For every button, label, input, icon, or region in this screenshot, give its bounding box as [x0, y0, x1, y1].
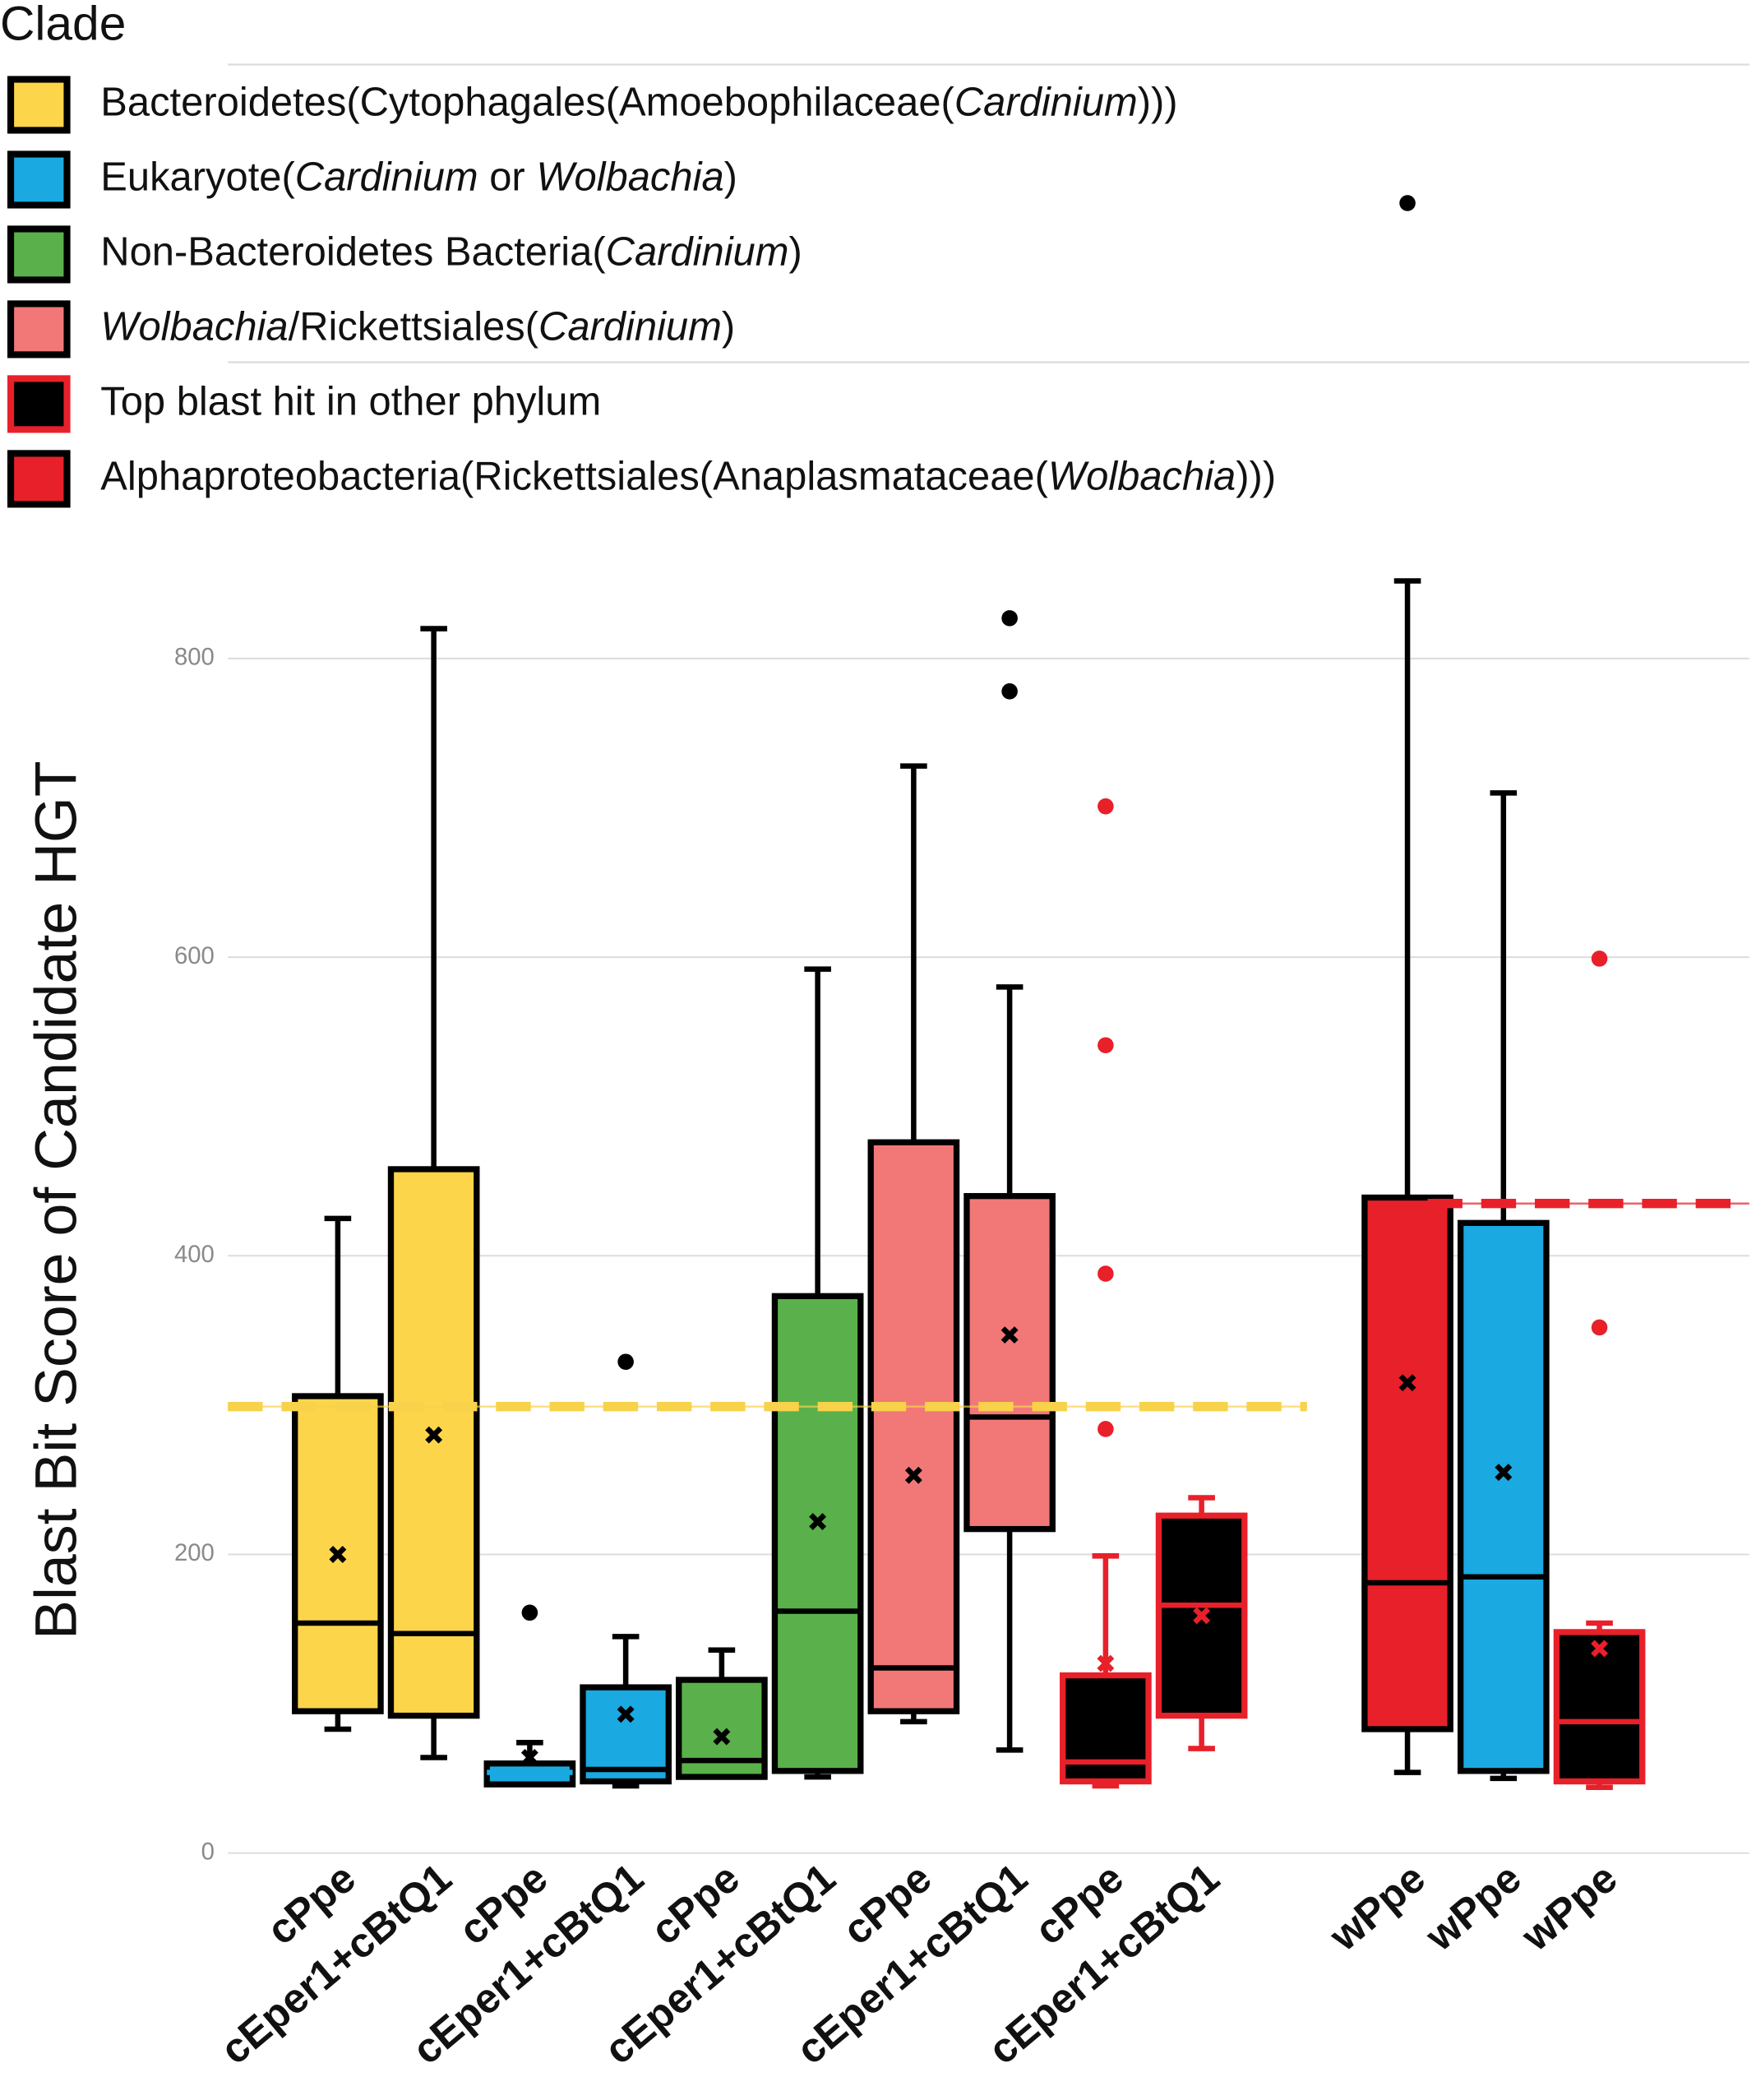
legend-swatch [7, 150, 71, 209]
legend-swatch [7, 76, 71, 134]
legend-label-part: ))) [1236, 454, 1276, 498]
legend-label-part: Alphaproteobacteria(Rickettsiales(Anapla… [100, 454, 1048, 498]
legend-label-part: /Rickettsiales( [289, 304, 538, 349]
y-tick-label: 400 [174, 1241, 215, 1268]
legend-swatch [7, 300, 71, 358]
box [1361, 1194, 1453, 1732]
legend-label: Alphaproteobacteria(Rickettsiales(Anapla… [100, 454, 1276, 498]
legend-label-part: Cardinium [954, 80, 1138, 124]
legend-label: Wolbachia/Rickettsiales(Cardinium) [100, 304, 735, 349]
legend-label-part: Non-Bacteroidetes Bacteria( [100, 229, 605, 274]
legend-label-part: Cardinium [538, 304, 722, 349]
legend-swatch [7, 375, 71, 433]
mean-marker-stroke [1193, 1607, 1211, 1625]
outlier [1001, 610, 1018, 627]
legend-label-part: Cardinium [606, 229, 789, 274]
mean-marker [904, 1466, 922, 1484]
legend-label: Bacteroidetes(Cytophagales(Amoebophilace… [100, 80, 1177, 124]
outlier [1098, 1037, 1114, 1054]
outlier [1098, 1421, 1114, 1437]
box [387, 1166, 480, 1719]
mean-marker [617, 1705, 635, 1723]
outlier [521, 1604, 538, 1621]
mean-marker-stroke [809, 1513, 827, 1530]
legend-label-part: Wolbachia [536, 155, 723, 199]
mean-marker-stroke [904, 1466, 922, 1484]
mean-marker-stroke [329, 1546, 347, 1563]
mean-marker [1000, 1326, 1019, 1344]
mean-marker [713, 1728, 731, 1746]
legend-label-part: ))) [1138, 80, 1178, 124]
mean-marker-stroke [1591, 1640, 1609, 1658]
mean-marker [1591, 1640, 1609, 1658]
y-tick-label: 600 [174, 942, 215, 969]
box [771, 1293, 864, 1774]
y-tick-label: 0 [201, 1838, 215, 1865]
mean-marker-stroke [713, 1728, 731, 1746]
legend-label-part: Eukaryote( [100, 155, 294, 199]
mean-marker [425, 1426, 443, 1444]
mean-marker [809, 1513, 827, 1530]
box [1457, 1219, 1550, 1774]
legend-label-part: ) [724, 155, 737, 199]
legend-label-part: Top blast hit in other phylum [100, 379, 601, 423]
x-tick-label: wPpe [1320, 1854, 1435, 1960]
outlier [1591, 951, 1608, 967]
outlier [1098, 1265, 1114, 1282]
mean-marker [1398, 1374, 1416, 1392]
mean-marker-stroke [425, 1426, 443, 1444]
box [580, 1684, 672, 1785]
outlier [1399, 195, 1416, 211]
outlier [1098, 798, 1114, 815]
legend-label-part: Bacteroidetes(Cytophagales(Amoebophilace… [100, 80, 954, 124]
mean-marker-stroke [617, 1705, 635, 1723]
legend-label-part: Wolbachia [1048, 454, 1236, 498]
legend-label: Non-Bacteroidetes Bacteria(Cardinium) [100, 229, 802, 274]
legend-swatch [7, 450, 71, 508]
mean-marker [329, 1546, 347, 1563]
box [963, 1192, 1056, 1533]
outlier [1001, 683, 1018, 700]
box [1553, 1629, 1646, 1785]
legend-label-part: ) [722, 304, 735, 349]
mean-marker-stroke [1097, 1654, 1115, 1672]
legend-label: Eukaryote(Cardinium or Wolbachia) [100, 155, 737, 199]
legend-swatch [7, 225, 71, 284]
legend-title: Clade [0, 0, 126, 50]
x-tick-label: wPpe [1416, 1854, 1530, 1960]
legend-label-part: Cardinium [295, 155, 478, 199]
mean-marker [1097, 1654, 1115, 1672]
legend-label-part: ) [789, 229, 802, 274]
mean-marker-stroke [1000, 1326, 1019, 1344]
mean-marker [520, 1749, 538, 1766]
mean-marker [1193, 1607, 1211, 1625]
y-axis-label: Blast Bit Score of Candidate HGT [23, 761, 89, 1640]
mean-marker [1495, 1464, 1513, 1482]
mean-marker-stroke [1495, 1464, 1513, 1482]
box [1060, 1672, 1152, 1785]
y-tick-label: 200 [174, 1539, 215, 1566]
outlier [617, 1353, 634, 1371]
box [867, 1139, 960, 1714]
legend-label: Top blast hit in other phylum [100, 379, 601, 423]
mean-marker-stroke [1398, 1374, 1416, 1392]
y-tick-label: 800 [174, 644, 215, 671]
legend-label-part: or [478, 155, 537, 199]
legend-label-part: Wolbachia [100, 304, 288, 349]
mean-marker-stroke [520, 1749, 538, 1766]
outlier [1591, 1319, 1608, 1336]
x-tick-label: wPpe [1512, 1854, 1626, 1960]
